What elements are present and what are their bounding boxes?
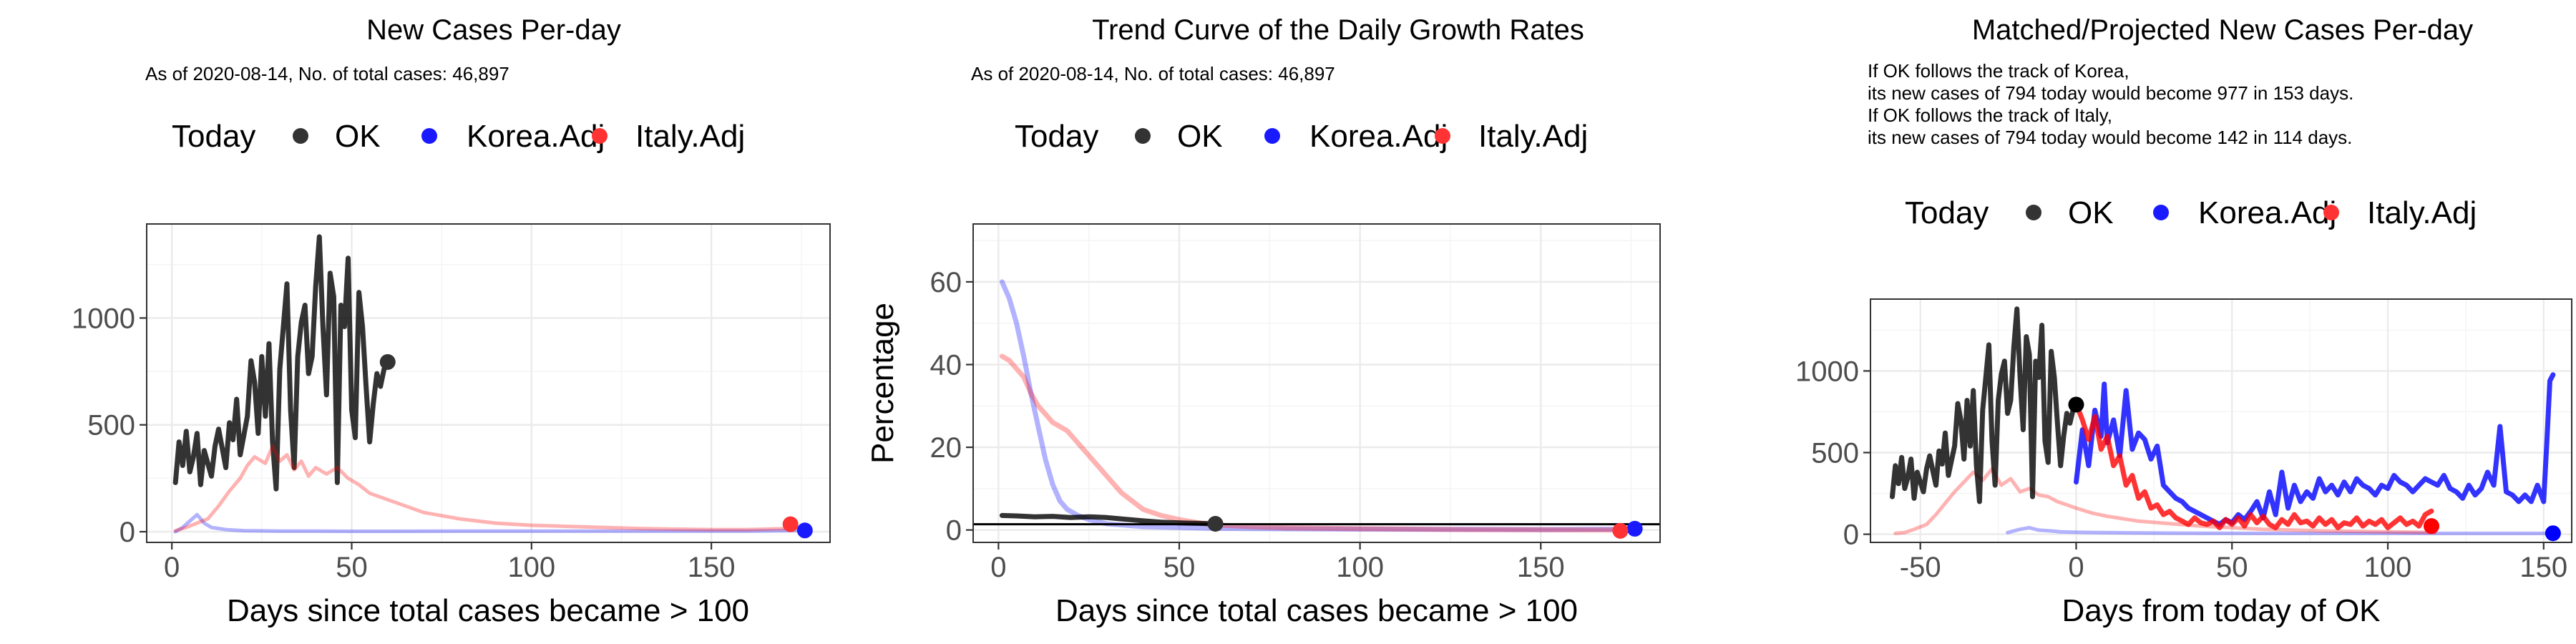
series-line-korea-adj (999, 279, 1638, 532)
legend-label: Italy.Adj (2367, 195, 2477, 230)
x-tick-label: 100 (1336, 552, 1384, 583)
x-tick-label: 0 (990, 552, 1006, 583)
panel-border (146, 223, 831, 543)
y-tick-label: 40 (930, 349, 962, 381)
legend-key-korea-adj (1264, 128, 1280, 144)
chart-title: New Cases Per-day (366, 14, 621, 46)
chart-panel-1: New Cases Per-day As of 2020-08-14, No. o… (72, 14, 831, 628)
panel-border (972, 223, 1661, 543)
today-point-korea-adj (796, 522, 813, 539)
today-point-italy-adj (782, 516, 799, 532)
legend-label: Korea.Adj (467, 119, 605, 154)
x-tick-label: 0 (2068, 552, 2084, 583)
legend: Today OK Korea.Adj Italy.Adj (1015, 119, 1588, 154)
x-tick-label: 0 (164, 552, 180, 583)
legend-label: Korea.Adj (1309, 119, 1448, 154)
today-point-ok (379, 353, 396, 370)
x-tick-label: 100 (507, 552, 555, 583)
chart-subtitle-line: As of 2020-08-14, No. of total cases: 46… (145, 63, 509, 84)
x-tick-label: 150 (2519, 552, 2567, 583)
series-line-korea-adj (173, 512, 807, 534)
series-line-ok (1890, 306, 2079, 504)
gridlines (973, 224, 1660, 542)
y-tick-label: 1000 (72, 303, 135, 334)
legend-title: Today (172, 119, 255, 154)
legend-key-korea-adj (2153, 205, 2169, 220)
legend-key-ok (1135, 128, 1151, 144)
chart-subtitle-line: If OK follows the track of Korea, (1868, 60, 2129, 82)
chart-subtitle-line: its new cases of 794 today would become … (1868, 127, 2352, 148)
chart-title: Matched/Projected New Cases Per-day (1972, 14, 2473, 46)
x-axis-label: Days since total cases became > 100 (1055, 593, 1578, 628)
today-point-italy-adj (1612, 522, 1629, 539)
y-tick-label: 500 (1811, 437, 1859, 469)
y-tick-label: 20 (930, 432, 962, 464)
legend-key-italy-adj (2323, 205, 2339, 220)
y-tick-label: 0 (119, 517, 135, 548)
series-group (1890, 306, 2556, 535)
y-tick-label: 0 (1843, 519, 1859, 551)
y-tick-label: 60 (930, 267, 962, 298)
series-group (172, 234, 807, 534)
legend-label: Italy.Adj (1478, 119, 1588, 154)
today-point-korea-adj (1626, 520, 1643, 537)
today-point-italy-adj (2424, 518, 2439, 535)
legend-label: Korea.Adj (2198, 195, 2336, 230)
today-point-ok (2068, 396, 2084, 413)
x-tick-label: -50 (1900, 552, 1941, 583)
x-tick-label: 50 (1163, 552, 1196, 583)
series-group (999, 279, 1638, 533)
y-axis-label: Percentage (865, 303, 900, 464)
x-axis-label: Days from today of OK (2062, 593, 2380, 628)
series-line-ok (999, 512, 1218, 527)
series-line-korea-adj (2074, 372, 2556, 527)
x-tick-label: 150 (1517, 552, 1565, 583)
legend-key-ok (293, 128, 308, 144)
legend: Today OK Korea.Adj Italy.Adj (172, 119, 745, 154)
today-point-korea-adj (2545, 525, 2561, 542)
x-tick-label: 100 (2364, 552, 2412, 583)
legend-title: Today (1015, 119, 1098, 154)
chart-subtitle-line: As of 2020-08-14, No. of total cases: 46… (971, 63, 1335, 84)
x-tick-label: 50 (336, 552, 368, 583)
y-tick-label: 500 (87, 410, 135, 441)
y-tick-label: 1000 (1795, 356, 1859, 387)
x-tick-label: 150 (688, 552, 736, 583)
chart-panel-3: Matched/Projected New Cases Per-day If OK… (1795, 14, 2572, 628)
chart-title: Trend Curve of the Daily Growth Rates (1092, 14, 1584, 46)
panel-border (1870, 298, 2572, 543)
series-line-italy-adj-past (1893, 467, 2436, 535)
legend-label: OK (1177, 119, 1223, 154)
legend-title: Today (1905, 195, 1989, 230)
today-point-ok (1207, 515, 1224, 532)
legend-key-italy-adj (592, 128, 608, 144)
legend-label: Italy.Adj (635, 119, 745, 154)
legend-key-korea-adj (421, 128, 437, 144)
x-tick-label: 50 (2216, 552, 2248, 583)
chart-subtitle-line: its new cases of 794 today would become … (1868, 82, 2353, 104)
series-line-italy-adj (173, 444, 793, 533)
legend: Today OK Korea.Adj Italy.Adj (1905, 195, 2477, 230)
series-line-italy-adj (999, 353, 1623, 533)
series-line-ok (172, 234, 391, 492)
legend-label: OK (335, 119, 381, 154)
legend-key-ok (2026, 205, 2041, 220)
chart-subtitle-line: If OK follows the track of Italy, (1868, 104, 2112, 126)
chart-panel-2: Trend Curve of the Daily Growth Rates As … (865, 14, 1661, 628)
legend-key-italy-adj (1435, 128, 1450, 144)
series-line-italy-adj (2074, 401, 2434, 530)
y-tick-label: 0 (946, 515, 962, 547)
legend-label: OK (2068, 195, 2114, 230)
x-axis-label: Days since total cases became > 100 (227, 593, 749, 628)
